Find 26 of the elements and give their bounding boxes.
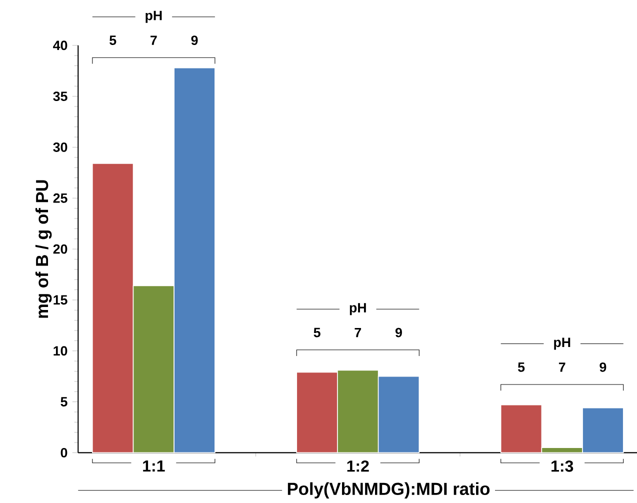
x-tick-label: 1:3 — [552, 460, 574, 472]
y-tick-label: 0 — [60, 448, 68, 458]
legend-title: pH — [350, 303, 366, 316]
y-tick-label: 35 — [53, 92, 68, 102]
text: 7 — [558, 362, 566, 372]
y-tick-label: 25 — [53, 194, 68, 203]
text: 5 — [314, 328, 320, 338]
text: 5 — [110, 36, 116, 46]
text: 9 — [600, 362, 606, 372]
y-tick-label: 5 — [60, 397, 68, 407]
text: pH — [554, 338, 570, 350]
text: 5 — [518, 362, 525, 372]
y-tick-label: 15 — [54, 295, 68, 305]
y-tick-label: 10 — [54, 346, 68, 356]
text: 9 — [395, 328, 402, 338]
x-tick-label: 1:1 — [143, 460, 165, 472]
text: pH — [146, 11, 162, 23]
text: 7 — [150, 36, 157, 46]
y-tick-label: 20 — [53, 244, 68, 254]
text: 7 — [354, 328, 362, 338]
y-tick-label: 30 — [53, 142, 68, 152]
x-axis-title: Poly(VbNMDG):MDI ratio — [288, 482, 490, 499]
y-axis-title: mg of B / g of PU — [35, 180, 52, 318]
y-tick-label: 40 — [53, 40, 68, 50]
x-tick-label: 1:2 — [347, 460, 369, 472]
series-label: 9 — [191, 36, 198, 46]
